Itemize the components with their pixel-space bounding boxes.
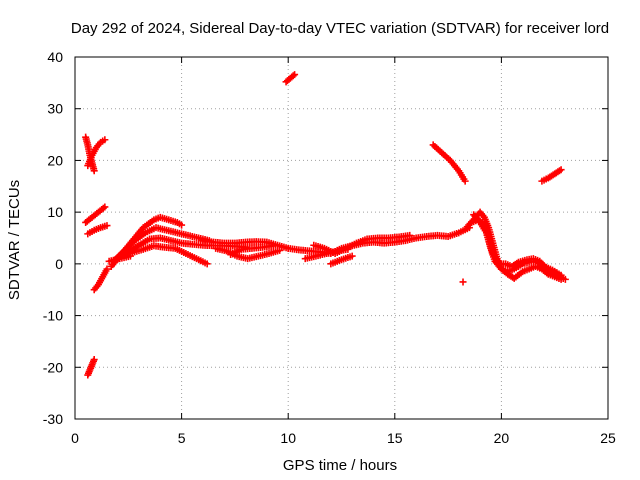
- x-tick-label: 5: [178, 430, 186, 446]
- y-tick-label: -10: [43, 308, 63, 324]
- plot-frame: [74, 56, 609, 420]
- y-tick-label: -20: [43, 359, 63, 375]
- data-point: [557, 166, 565, 174]
- series-track-21: [459, 278, 467, 286]
- x-tick-label: 15: [387, 430, 403, 446]
- series-track-06: [84, 356, 98, 379]
- data-point: [459, 278, 467, 286]
- data-point: [178, 221, 186, 229]
- data-point: [90, 167, 98, 175]
- data-point: [101, 136, 109, 144]
- data-point: [203, 260, 211, 268]
- series-track-05: [90, 265, 111, 294]
- chart-title: Day 292 of 2024, Sidereal Day-to-day VTE…: [71, 20, 609, 37]
- series-track-18: [301, 245, 352, 263]
- series-track-03: [82, 203, 109, 226]
- series-track-19: [327, 252, 356, 268]
- data-point: [561, 275, 569, 283]
- data-point: [289, 72, 297, 80]
- y-axis-label: SDTVAR / TECUs: [6, 180, 23, 300]
- y-tick-label: 40: [47, 49, 63, 65]
- data-point: [103, 222, 111, 230]
- y-tick-label: -30: [43, 411, 63, 427]
- series-track-16: [284, 224, 473, 258]
- y-tick-label: 0: [55, 256, 63, 272]
- data-point: [103, 265, 111, 273]
- data-point: [406, 231, 414, 239]
- data-point: [276, 246, 284, 254]
- data-point: [348, 252, 356, 260]
- x-tick-label: 20: [494, 430, 510, 446]
- series-track-25: [538, 166, 565, 185]
- x-axis-label: GPS time / hours: [283, 457, 397, 474]
- x-tick-label: 0: [71, 430, 79, 446]
- x-tick-label: 10: [280, 430, 296, 446]
- y-tick-label: 30: [47, 101, 63, 117]
- data-marks: [82, 71, 569, 379]
- series-track-20: [429, 141, 469, 185]
- series-track-07: [282, 71, 299, 86]
- data-point: [344, 245, 352, 253]
- data-point: [90, 356, 98, 364]
- data-point: [101, 203, 109, 211]
- series-track-02: [84, 136, 109, 170]
- series-track-14: [212, 244, 284, 263]
- data-point: [269, 242, 277, 250]
- series-track-15: [227, 242, 277, 259]
- axis-ticks: 0 5 10 15 20 25 -30 -20 -10 0 10 20 30 40: [43, 49, 616, 446]
- y-tick-label: 10: [47, 204, 63, 220]
- y-tick-label: 20: [47, 152, 63, 168]
- series-track-24: [470, 211, 569, 283]
- data-point: [126, 252, 134, 260]
- data-point: [291, 71, 299, 79]
- series-track-12: [105, 252, 134, 265]
- x-tick-label: 25: [600, 430, 616, 446]
- series-track-04: [84, 222, 111, 238]
- data-point: [461, 177, 469, 185]
